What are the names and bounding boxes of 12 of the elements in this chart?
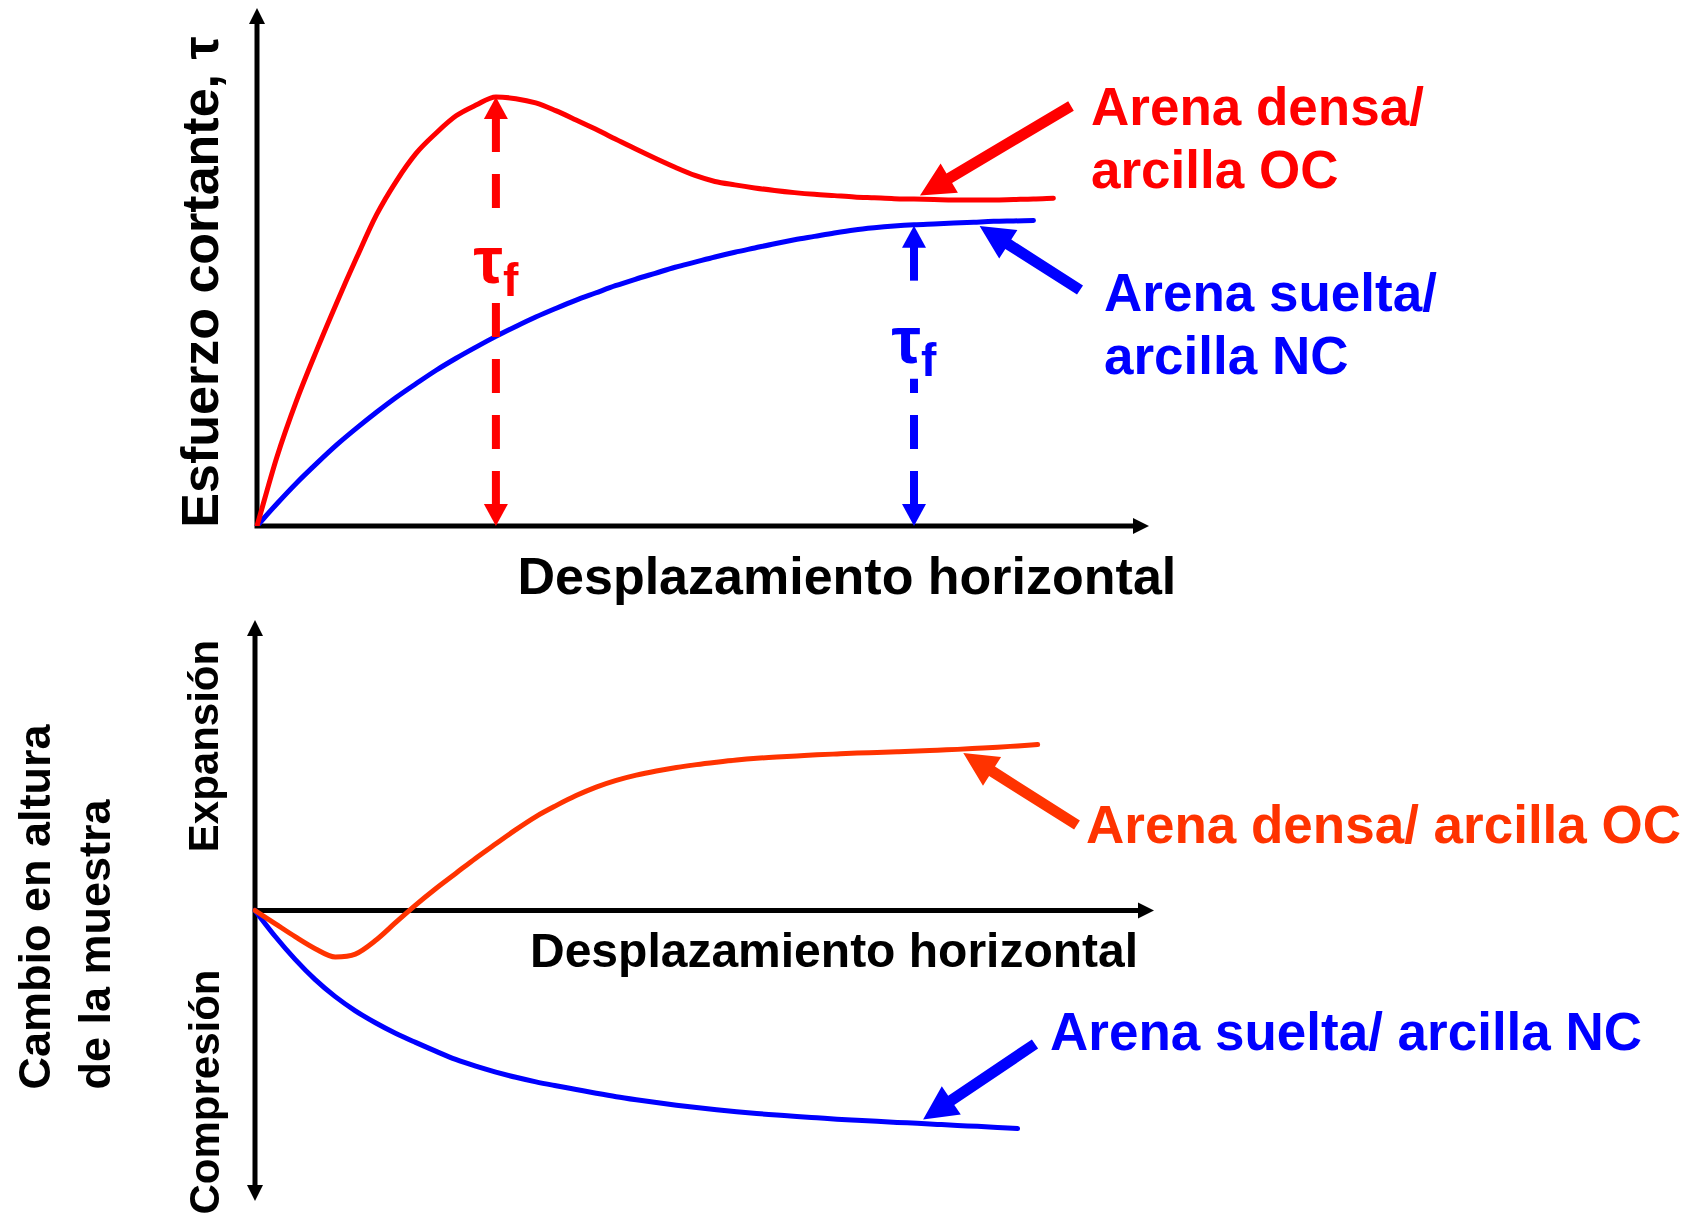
series-label: Arena suelta/ arcilla NC — [1104, 262, 1438, 388]
annotation: τ$_{f}$ — [891, 302, 937, 386]
series-label: Arena suelta/ arcilla NC — [1050, 1001, 1643, 1064]
legend-label: Arena densa/ arcilla OC — [1086, 794, 1682, 857]
y-axis-title: Cambio en altura de la muestra — [7, 723, 120, 1090]
y-axis-title: Esfuerzo cortante, τ — [170, 36, 229, 528]
x-axis-title: Desplazamiento horizontal — [517, 546, 1177, 605]
text: Expansión — [180, 639, 228, 852]
x-axis-title: Desplazamiento horizontal — [530, 924, 1139, 978]
annotation: τ$_{f}$ — [473, 222, 519, 306]
text: Compresión — [180, 969, 228, 1215]
legend-label: Arena densa/ arcilla OC — [1091, 76, 1425, 202]
